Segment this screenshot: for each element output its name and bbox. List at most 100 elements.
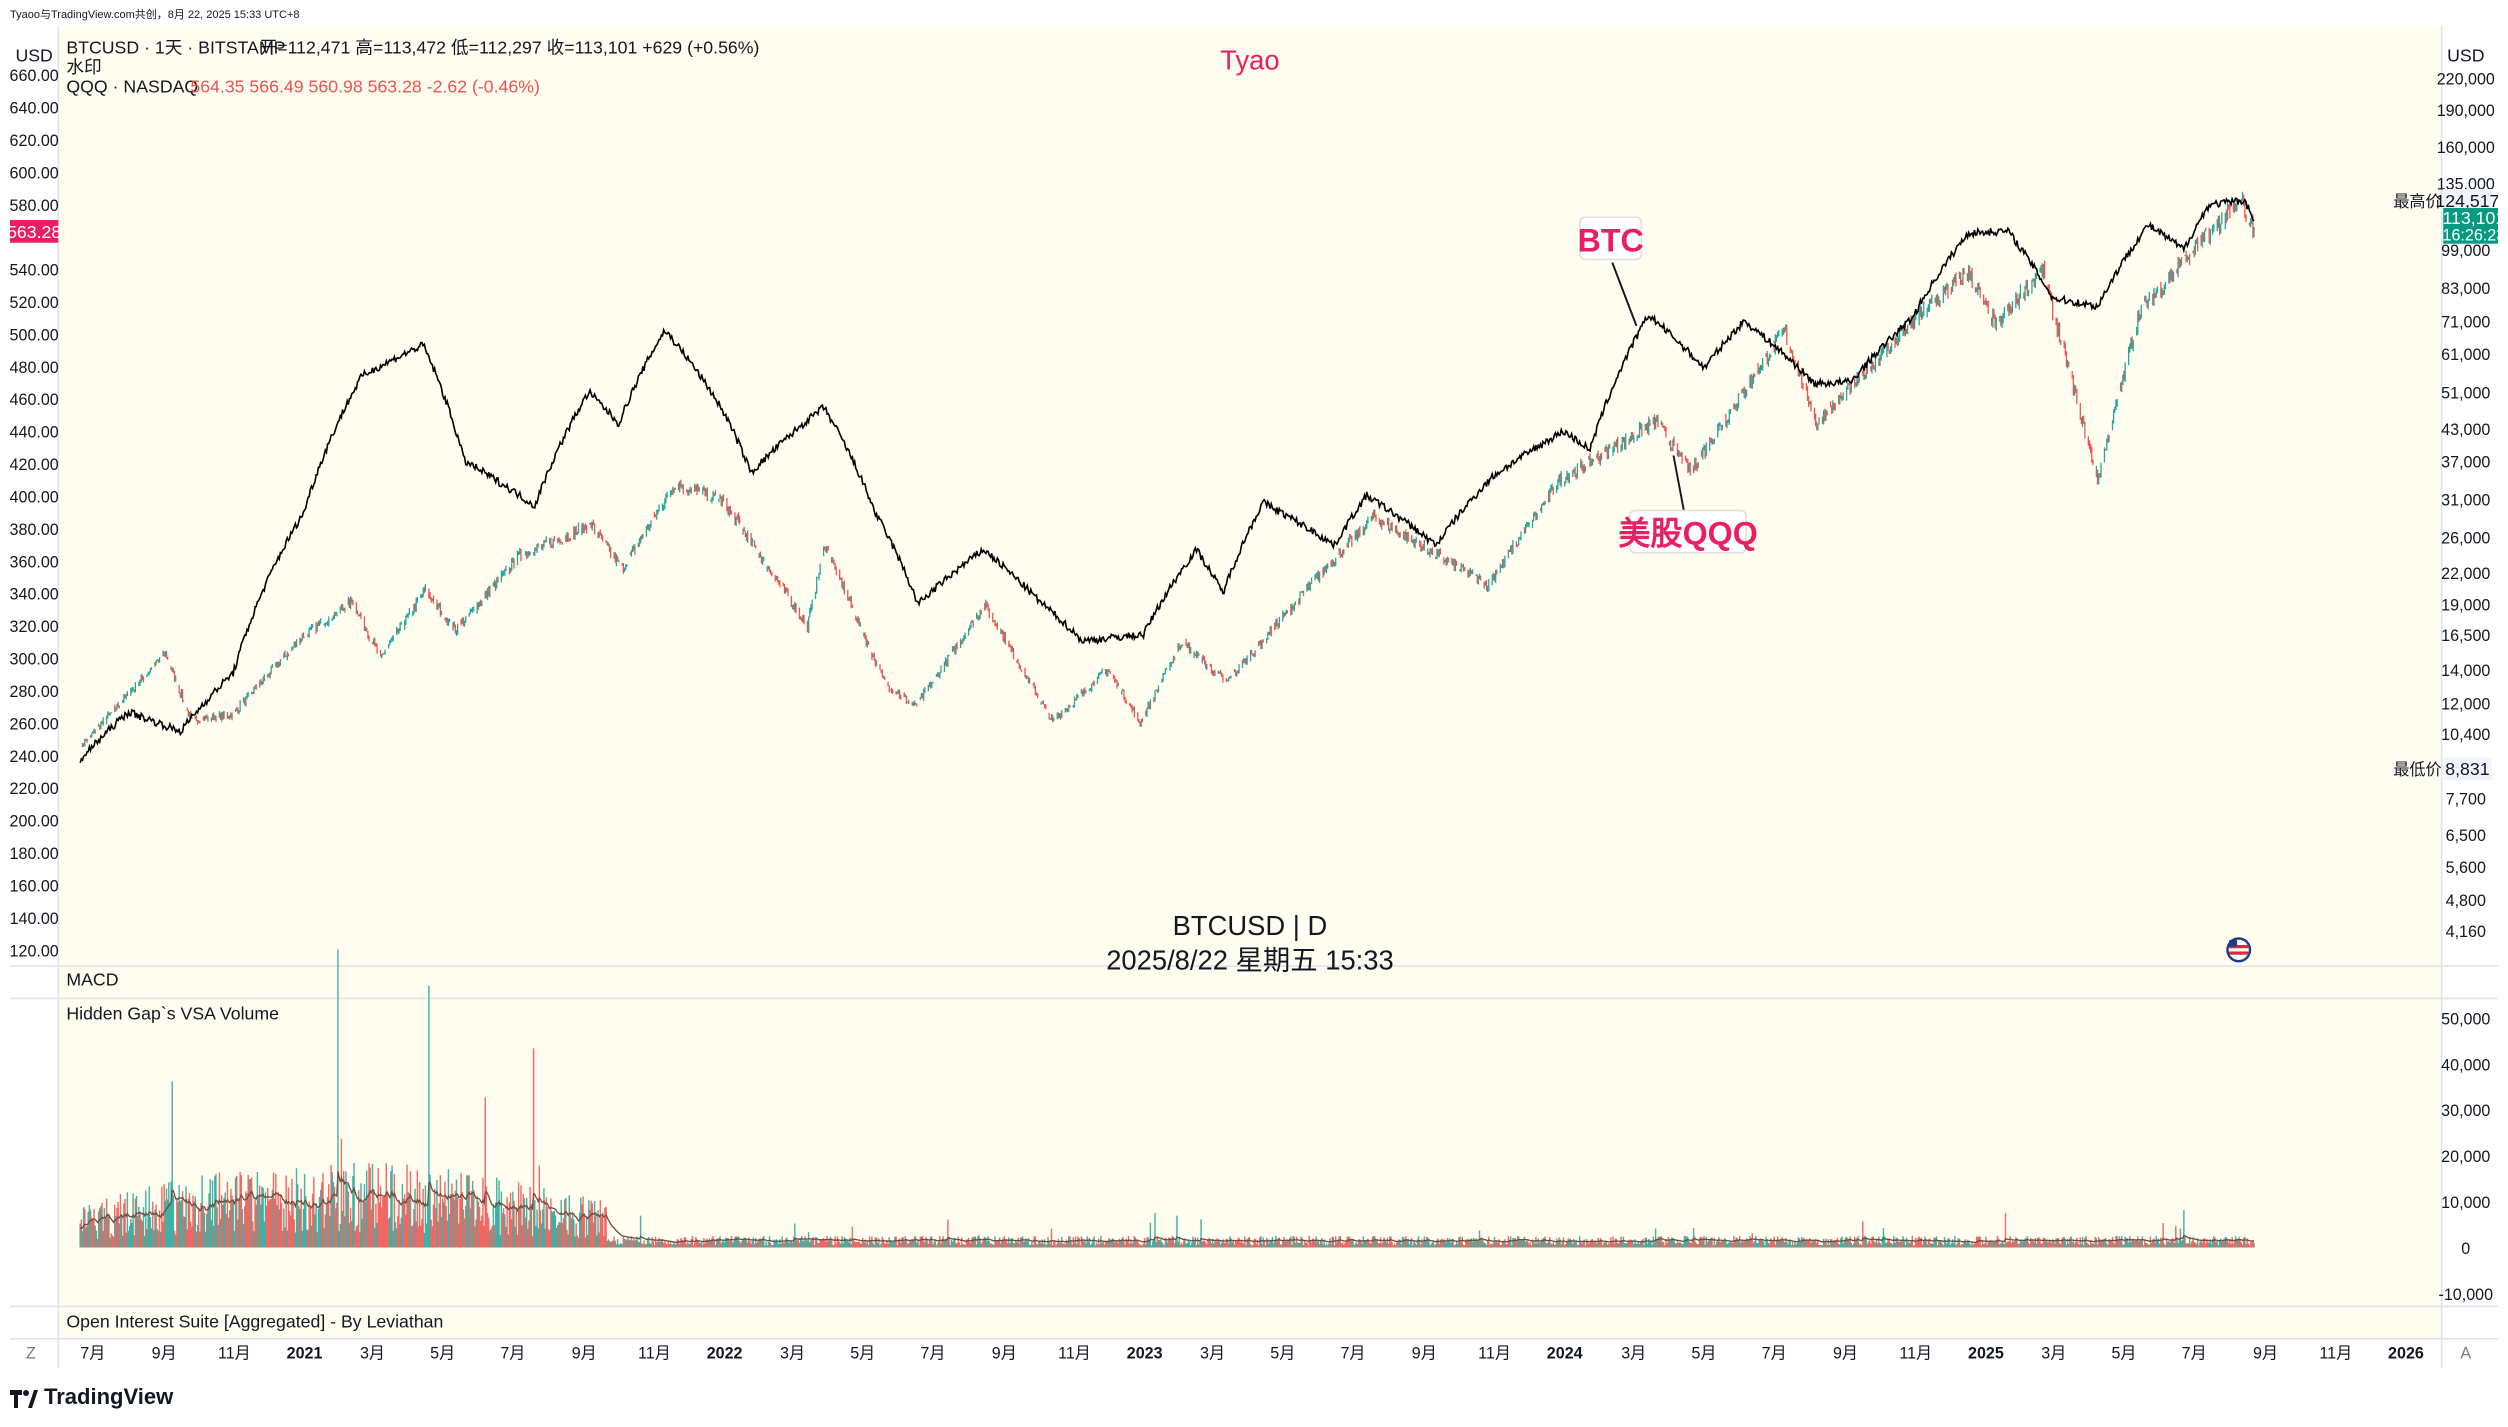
auto-scale-left-button[interactable]: Z [26,1344,36,1362]
chart-canvas[interactable]: 660.00 640.00 620.00 600.00 580.00 540.00 520.… [10,26,2498,1368]
right-axis-tick: 71,000 [2441,313,2490,331]
btc-annotation-label: BTC [1578,222,1644,258]
time-axis-tick: 11月 [1478,1344,1511,1362]
volume-pane-bg[interactable] [58,998,2442,1307]
time-axis-tick: 3月 [780,1344,805,1362]
time-axis-tick: 11月 [1899,1344,1932,1362]
legend-main-symbol: BTCUSD · 1天 · BITSTAMP [66,38,285,58]
time-axis-tick: 7月 [500,1344,525,1362]
svg-text:16:26:23: 16:26:23 [2443,226,2498,244]
time-axis-tick: 5月 [1691,1344,1716,1362]
right-axis-tick: 4,800 [2446,892,2486,910]
time-axis-tick: 7月 [1762,1344,1787,1362]
left-axis-tick: 460.00 [10,391,59,409]
currency-left: USD [15,46,52,66]
time-axis-tick: 3月 [360,1344,385,1362]
watermark: BTCUSD | D 2025/8/22 星期五 15:33 [1106,910,1394,975]
left-axis-tick: 200.00 [10,813,59,831]
volume-ma-line [79,1171,2255,1244]
right-axis-tick: 4,160 [2446,923,2486,941]
oi-pane-bg[interactable] [58,1306,2442,1339]
tradingview-wordmark: TradingView [44,1384,174,1409]
time-axis-tick: 9月 [1833,1344,1858,1362]
right-axis-tick: 5,600 [2446,859,2486,877]
time-axis-tick: 11月 [2319,1344,2352,1362]
left-axis-tick: 380.00 [10,521,59,539]
right-axis-tick: 220,000 [2437,71,2495,89]
volume-axis-tick: -10,000 [2439,1286,2494,1304]
qqq-annotation[interactable]: 美股QQQ [1618,455,1758,554]
time-axis-tick: 9月 [572,1344,597,1362]
svg-text:113,101: 113,101 [2442,208,2498,228]
time-axis-tick: 5月 [2111,1344,2136,1362]
qqq-last-price-tag: 563.28 [10,220,61,243]
right-axis-tick: 16,500 [2441,627,2490,645]
oi-label: Open Interest Suite [Aggregated] - By Le… [66,1311,443,1331]
right-axis-tick: 99,000 [2441,242,2490,260]
legend-ohlc: 开=112,471 高=113,472 低=112,297 收=113,101 … [260,38,760,58]
auto-scale-right-button[interactable]: A [2460,1344,2471,1362]
left-axis-tick: 120.00 [10,942,59,960]
time-axis-tick: 2024 [1547,1344,1583,1362]
left-axis-tick: 420.00 [10,456,59,474]
qqq-series [81,191,2255,748]
left-axis-tick: 180.00 [10,845,59,863]
left-axis-tick: 500.00 [10,326,59,344]
time-axis-tick: 11月 [1058,1344,1091,1362]
volume-axis-tick: 50,000 [2441,1010,2490,1028]
time-axis[interactable]: 7月 9月 11月 2021 3月 5月 7月 9月 11月 2022 3月 5月 7月 9月 11月 202… [80,1344,2424,1362]
right-axis-tick: 51,000 [2441,385,2490,403]
volume-axis-tick: 20,000 [2441,1148,2490,1166]
legend-compare-values: 564.35 566.49 560.98 563.28 -2.62 (-0.46… [190,76,540,96]
left-axis-tick: 340.00 [10,586,59,604]
time-axis-tick: 2025 [1968,1344,2004,1362]
left-axis-tick: 240.00 [10,748,59,766]
chart-frame[interactable]: 660.00 640.00 620.00 600.00 580.00 540.00 520.… [10,26,2498,1368]
main-pane-bg[interactable] [58,26,2442,967]
left-axis-tick: 280.00 [10,683,59,701]
svg-text:最低价: 最低价 [2393,761,2441,779]
time-axis-tick: 9月 [152,1344,177,1362]
left-axis-tick: 160.00 [10,877,59,895]
macd-pane-bg[interactable] [58,966,2442,999]
left-axis-tick: 660.00 [10,67,59,85]
volume-axis-tick: 10,000 [2441,1194,2490,1212]
volume-axis-tick: 0 [2461,1240,2470,1258]
left-axis-tick: 520.00 [10,294,59,312]
time-axis-tick: 7月 [80,1344,105,1362]
right-axis-tick: 160,000 [2437,139,2495,157]
right-axis-tick: 26,000 [2441,529,2490,547]
tradingview-logo[interactable]: TradingView [10,1384,173,1410]
left-price-axis[interactable]: 660.00 640.00 620.00 600.00 580.00 540.00 520.… [10,67,59,960]
time-axis-tick: 2022 [707,1344,743,1362]
high-price-tag: 最高价 124,517 [2393,188,2498,212]
left-axis-tick: 480.00 [10,359,59,377]
us-flag-icon[interactable] [2226,937,2252,963]
btc-last-price-tag: 113,101 16:26:23 [2442,208,2498,244]
btc-series [79,196,2255,764]
right-axis-tick: 12,000 [2441,695,2490,713]
right-axis-tick: 135,000 [2437,175,2495,193]
qqq-annotation-label: 美股QQQ [1618,516,1758,552]
right-axis-tick: 31,000 [2441,491,2490,509]
time-axis-tick: 7月 [1340,1344,1365,1362]
time-axis-tick: 2021 [287,1344,323,1362]
svg-text:最高价: 最高价 [2393,193,2441,211]
btc-annotation[interactable]: BTC [1578,216,1644,327]
right-axis-tick: 10,400 [2441,726,2490,744]
left-axis-tick: 140.00 [10,910,59,928]
right-axis-tick: 61,000 [2441,346,2490,364]
left-axis-tick: 640.00 [10,99,59,117]
watermark-date: 2025/8/22 星期五 15:33 [1106,944,1394,975]
left-axis-tick: 360.00 [10,553,59,571]
time-axis-tick: 2026 [2388,1344,2424,1362]
time-axis-tick: 9月 [2253,1344,2278,1362]
watermark-symbol: BTCUSD | D [1173,910,1328,941]
left-axis-tick: 600.00 [10,164,59,182]
tradingview-mark-icon [10,1388,38,1408]
volume-axis-tick: 40,000 [2441,1056,2490,1074]
left-axis-tick: 220.00 [10,780,59,798]
right-price-axis[interactable]: 220,000 190,000 160,000 135,000 99,000 83,000… [2437,71,2495,941]
right-axis-tick: 19,000 [2441,597,2490,615]
left-axis-tick: 320.00 [10,618,59,636]
